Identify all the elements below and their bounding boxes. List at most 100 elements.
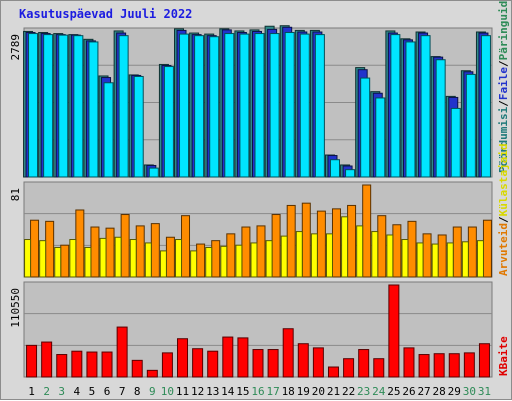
bar-kulastajaid-day-10 xyxy=(159,250,167,278)
bar-kulastajaid-day-19 xyxy=(295,231,303,278)
bar-kulastajaid-day-23 xyxy=(356,225,364,278)
bar-arvuteid-day-6 xyxy=(105,227,115,278)
bar-pöördumisi-day-2 xyxy=(43,34,54,178)
x-tick-label-day-24: 24 xyxy=(372,385,386,398)
x-tick-label-day-14: 14 xyxy=(221,385,235,398)
bar-kbaite-day-9 xyxy=(146,369,158,378)
bar-kbaite-day-11 xyxy=(177,338,189,378)
bar-kulastajaid-day-17 xyxy=(265,240,273,278)
bar-pöördumisi-day-4 xyxy=(73,35,84,178)
bar-arvuteid-day-8 xyxy=(135,225,145,278)
legend-top: Pöördumisi/Faile/Päringuid xyxy=(497,1,510,173)
bar-pöördumisi-day-20 xyxy=(314,34,325,178)
x-tick-label-day-22: 22 xyxy=(342,385,355,398)
bar-kbaite-day-31 xyxy=(478,343,490,378)
x-tick-label-day-29: 29 xyxy=(448,385,461,398)
bar-arvuteid-day-31 xyxy=(482,219,492,278)
bar-kbaite-day-17 xyxy=(267,349,279,378)
bar-pöördumisi-day-9 xyxy=(148,167,159,178)
bar-arvuteid-day-24 xyxy=(377,215,387,278)
bar-arvuteid-day-19 xyxy=(301,202,311,278)
bar-kulastajaid-day-8 xyxy=(129,239,137,278)
bar-kbaite-day-22 xyxy=(343,358,355,378)
x-tick-label-day-17: 17 xyxy=(266,385,279,398)
bar-pöördumisi-day-24 xyxy=(375,97,386,178)
bar-kulastajaid-day-28 xyxy=(431,243,439,278)
x-tick-label-day-5: 5 xyxy=(89,385,96,398)
x-tick-label-day-6: 6 xyxy=(104,385,111,398)
bar-kulastajaid-day-20 xyxy=(310,233,318,278)
bar-pöördumisi-day-31 xyxy=(480,35,491,178)
bar-pöördumisi-day-21 xyxy=(329,159,340,178)
bar-kbaite-day-13 xyxy=(207,350,219,378)
bar-kbaite-day-30 xyxy=(463,352,475,378)
bar-kulastajaid-day-27 xyxy=(416,242,424,278)
bar-arvuteid-day-23 xyxy=(362,184,372,278)
y-max-label-2: 81 xyxy=(9,188,22,201)
bar-pöördumisi-day-26 xyxy=(405,41,416,178)
x-tick-label-day-10: 10 xyxy=(161,385,174,398)
bar-kbaite-day-19 xyxy=(297,343,309,378)
x-tick-label-day-9: 9 xyxy=(149,385,156,398)
bar-kbaite-day-16 xyxy=(252,349,264,378)
bar-pöördumisi-day-18 xyxy=(284,32,295,178)
x-tick-label-day-25: 25 xyxy=(387,385,400,398)
bar-kbaite-day-14 xyxy=(222,336,234,378)
bar-kulastajaid-day-3 xyxy=(54,246,62,278)
bar-kbaite-day-10 xyxy=(161,352,173,378)
legend-middle: Arvuteid/Külastajaid xyxy=(497,144,510,276)
bar-pöördumisi-day-8 xyxy=(133,75,144,178)
bar-kulastajaid-day-24 xyxy=(371,231,379,278)
x-tick-label-day-1: 1 xyxy=(28,385,35,398)
bar-pöördumisi-day-10 xyxy=(163,66,174,178)
bar-arvuteid-day-4 xyxy=(75,209,85,278)
bar-kulastajaid-day-7 xyxy=(114,236,122,278)
bar-kulastajaid-day-12 xyxy=(190,250,198,278)
bar-pöördumisi-day-29 xyxy=(450,107,461,178)
bar-kbaite-day-1 xyxy=(26,344,38,378)
bar-pöördumisi-day-3 xyxy=(58,34,69,178)
bar-kbaite-day-12 xyxy=(192,348,204,378)
bar-arvuteid-day-14 xyxy=(226,233,236,278)
x-tick-label-day-21: 21 xyxy=(327,385,340,398)
bar-arvuteid-day-16 xyxy=(256,225,266,278)
bar-kbaite-day-24 xyxy=(373,358,385,378)
bar-kulastajaid-day-29 xyxy=(446,242,454,278)
x-tick-label-day-28: 28 xyxy=(433,385,446,398)
bar-arvuteid-day-3 xyxy=(60,244,70,278)
bar-pöördumisi-day-28 xyxy=(435,59,446,178)
bar-kbaite-day-18 xyxy=(282,328,294,378)
bar-arvuteid-day-12 xyxy=(196,243,206,278)
bar-pöördumisi-day-11 xyxy=(179,33,190,178)
bar-kulastajaid-day-6 xyxy=(99,237,107,278)
bar-pöördumisi-day-22 xyxy=(345,169,356,178)
bar-kbaite-day-20 xyxy=(312,347,324,378)
x-tick-label-day-7: 7 xyxy=(119,385,126,398)
bar-kbaite-day-4 xyxy=(71,350,83,378)
x-tick-label-day-23: 23 xyxy=(357,385,370,398)
y-max-label-3: 110550 xyxy=(9,288,22,328)
x-tick-label-day-13: 13 xyxy=(206,385,219,398)
bar-pöördumisi-day-16 xyxy=(254,33,265,178)
chart-title: Kasutuspäevad Juuli 2022 xyxy=(19,7,193,21)
bar-arvuteid-day-13 xyxy=(211,240,221,278)
bar-arvuteid-day-1 xyxy=(30,219,40,278)
bar-arvuteid-day-18 xyxy=(286,204,296,278)
bar-kulastajaid-day-2 xyxy=(39,240,47,278)
bar-kbaite-day-7 xyxy=(116,326,128,378)
bar-kulastajaid-day-21 xyxy=(325,233,333,278)
bar-kulastajaid-day-1 xyxy=(24,239,32,278)
bar-kbaite-day-21 xyxy=(327,366,339,378)
bar-arvuteid-day-10 xyxy=(165,236,175,278)
bar-arvuteid-day-29 xyxy=(452,226,462,278)
bar-kbaite-day-26 xyxy=(403,347,415,378)
bar-arvuteid-day-30 xyxy=(467,226,477,278)
bar-pöördumisi-day-14 xyxy=(224,33,235,178)
bar-kulastajaid-day-9 xyxy=(144,242,152,278)
bar-arvuteid-day-15 xyxy=(241,226,251,278)
bar-arvuteid-day-21 xyxy=(331,208,341,278)
legend-bottom: KBaite xyxy=(497,336,510,376)
bar-pöördumisi-day-17 xyxy=(269,33,280,178)
bar-kulastajaid-day-15 xyxy=(235,244,243,278)
x-tick-label-day-8: 8 xyxy=(134,385,141,398)
